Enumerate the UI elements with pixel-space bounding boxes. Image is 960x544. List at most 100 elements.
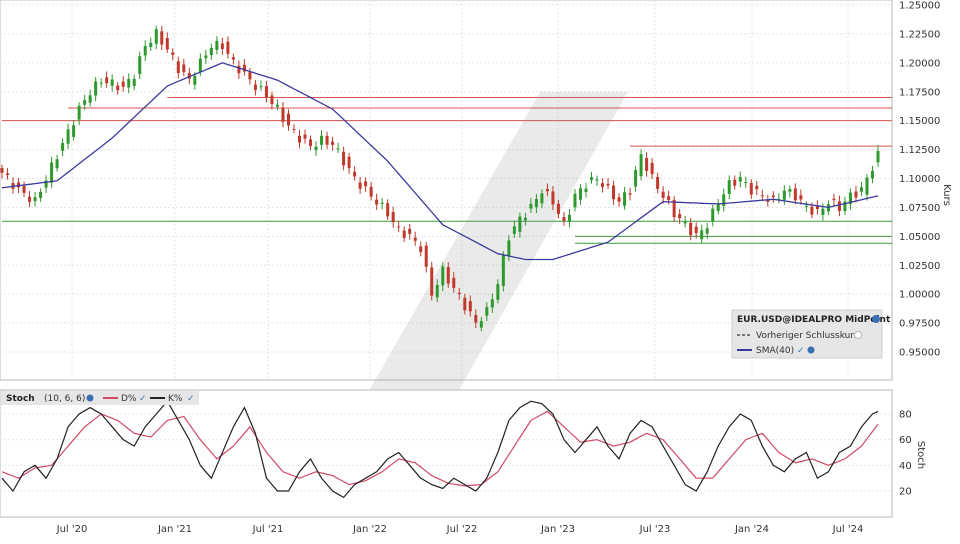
legend-info-icon[interactable] xyxy=(872,315,880,323)
x-tick: Jul '20 xyxy=(56,524,88,535)
candle-body xyxy=(656,176,660,189)
stoch-settings-icon[interactable] xyxy=(86,394,94,402)
x-tick: Jan '23 xyxy=(540,524,575,535)
candle-body xyxy=(865,177,869,195)
candle-body xyxy=(419,246,423,253)
candle-body xyxy=(848,192,852,204)
price-y-axis-label: Kurs xyxy=(941,184,952,206)
x-tick: Jan '24 xyxy=(734,524,769,535)
stoch-y-axis-label: Stoch xyxy=(915,441,926,469)
candle-body xyxy=(645,157,649,172)
candle-body xyxy=(689,222,693,236)
candle-body xyxy=(700,230,704,240)
candle-body xyxy=(518,216,522,232)
price-y-tick: 1.10000 xyxy=(899,174,940,185)
candle-body xyxy=(843,201,847,212)
candle-body xyxy=(722,194,726,206)
candle-body xyxy=(479,321,483,328)
candle-body xyxy=(859,187,863,192)
candle-body xyxy=(573,193,577,208)
candle-body xyxy=(766,199,770,202)
candle-body xyxy=(490,299,494,308)
stoch-k-label: K% xyxy=(168,394,183,404)
candle-body xyxy=(342,151,346,166)
candle-body xyxy=(545,189,549,192)
candle-body xyxy=(755,185,759,190)
candle-body xyxy=(88,95,92,103)
candle-body xyxy=(639,154,643,177)
candle-body xyxy=(309,139,313,147)
candle-body xyxy=(248,72,252,80)
price-y-tick: 1.12500 xyxy=(899,145,940,156)
candle-body xyxy=(292,128,296,130)
candle-body xyxy=(468,301,472,312)
candle-body xyxy=(17,182,21,188)
candle-body xyxy=(463,297,467,311)
candle-body xyxy=(215,40,219,50)
candle-body xyxy=(160,31,164,45)
candle-body xyxy=(617,197,621,202)
price-y-tick: 1.00000 xyxy=(899,290,940,301)
candle-body xyxy=(777,198,781,200)
candle-body xyxy=(474,314,478,323)
legend-settings-icon[interactable] xyxy=(807,346,815,354)
candle-body xyxy=(259,86,263,88)
candle-body xyxy=(623,192,627,206)
candle-body xyxy=(854,191,858,198)
price-y-tick: 1.02500 xyxy=(899,261,940,272)
candle-body xyxy=(182,64,186,73)
candle-body xyxy=(314,146,318,151)
candle-body xyxy=(590,177,594,180)
candle-body xyxy=(83,100,87,105)
x-tick: Jul '24 xyxy=(832,524,864,535)
candle-body xyxy=(391,212,395,223)
candle-body xyxy=(402,230,406,238)
candle-body xyxy=(650,162,654,175)
candle-body xyxy=(226,41,230,54)
candle-body xyxy=(821,208,825,216)
candle-body xyxy=(193,75,197,85)
candle-body xyxy=(832,198,836,200)
candle-body xyxy=(683,221,687,224)
stoch-d-check-icon[interactable]: ✓ xyxy=(139,394,147,404)
candle-body xyxy=(612,185,616,200)
candle-body xyxy=(837,201,841,211)
watermark-logo xyxy=(335,92,628,450)
stoch-panel xyxy=(0,389,893,518)
candle-body xyxy=(66,129,70,144)
price-y-tick: 0.97500 xyxy=(899,319,940,330)
price-y-tick: 1.07500 xyxy=(899,203,940,214)
x-tick: Jul '22 xyxy=(446,524,478,535)
candle-body xyxy=(512,226,516,234)
candle-body xyxy=(408,228,412,234)
candle-body xyxy=(303,134,307,139)
candle-body xyxy=(209,47,213,56)
stoch-k-check-icon[interactable]: ✓ xyxy=(187,394,195,404)
candle-body xyxy=(116,85,120,91)
candle-body xyxy=(143,45,147,56)
candle-body xyxy=(556,203,560,215)
candle-body xyxy=(331,141,335,145)
x-tick: Jul '23 xyxy=(639,524,671,535)
candle-body xyxy=(237,65,241,74)
candle-body xyxy=(231,57,235,60)
candle-body xyxy=(435,284,439,298)
candle-body xyxy=(22,186,26,193)
candle-body xyxy=(325,135,329,145)
candle-body xyxy=(788,189,792,192)
candle-body xyxy=(485,307,489,316)
legend-toggle-icon[interactable] xyxy=(854,331,862,339)
legend-title: EUR.USD@IDEALPRO MidPoint xyxy=(737,315,891,325)
legend-check-icon[interactable]: ✓ xyxy=(797,346,805,356)
candle-body xyxy=(105,77,109,84)
candle-body xyxy=(176,61,180,74)
candle-body xyxy=(413,237,417,241)
sma40-line xyxy=(1,62,879,261)
candle-body xyxy=(50,162,54,183)
price-y-tick: 0.95000 xyxy=(899,348,940,359)
x-axis: Jul '20 Jan '21 Jul '21 Jan '22 Jul '22 Jan '… xyxy=(56,524,864,535)
candle-body xyxy=(529,203,533,209)
candle-body xyxy=(457,292,461,294)
candle-body xyxy=(138,56,142,74)
candle-body xyxy=(562,216,566,221)
